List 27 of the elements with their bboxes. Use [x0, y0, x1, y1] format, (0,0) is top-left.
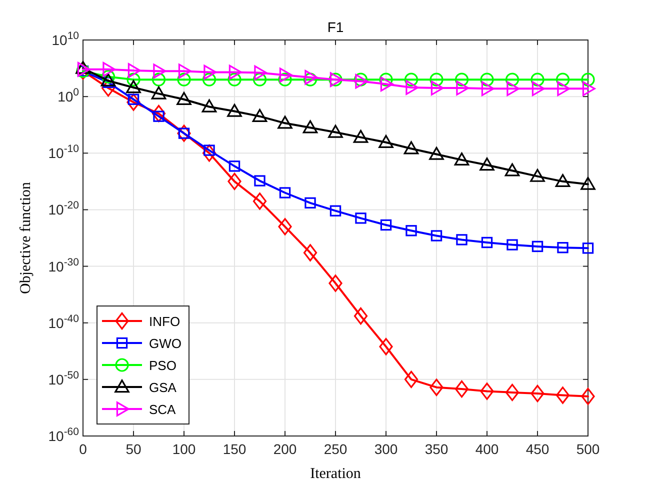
x-tick-label: 0	[79, 441, 88, 457]
y-tick-label: 10$^{-60}$	[48, 426, 80, 444]
legend-label: SCA	[149, 402, 176, 417]
x-tick-label: 350	[424, 441, 448, 457]
x-tick-label: 450	[526, 441, 550, 457]
y-tick-label: 10$^{10}$	[52, 30, 80, 48]
x-tick-label: 500	[576, 441, 600, 457]
y-tick-label: 10$^{-40}$	[48, 312, 80, 331]
y-axis-title: Objective function	[18, 181, 34, 294]
x-tick-label: 200	[273, 441, 297, 457]
y-tick-label: 10$^{-30}$	[48, 256, 80, 274]
x-tick-label: 400	[475, 441, 499, 457]
x-tick-label: 100	[172, 441, 196, 457]
y-tick-label: 10$^{0}$	[58, 86, 80, 105]
legend-label: INFO	[149, 314, 180, 329]
x-axis-title: Iteration	[310, 466, 362, 482]
y-tick-label: 10$^{-20}$	[48, 200, 80, 218]
legend-label: GWO	[149, 336, 182, 351]
legend-label: GSA	[149, 380, 177, 395]
legend-label: PSO	[149, 358, 176, 373]
y-tick-label: 10$^{-10}$	[48, 143, 80, 162]
y-tick-label: 10$^{-50}$	[48, 369, 80, 388]
x-tick-label: 250	[324, 441, 348, 457]
x-tick-label: 50	[126, 441, 142, 457]
x-tick-label: 150	[222, 441, 246, 457]
x-tick-label: 300	[374, 441, 398, 457]
chart-title: F1	[327, 19, 344, 35]
